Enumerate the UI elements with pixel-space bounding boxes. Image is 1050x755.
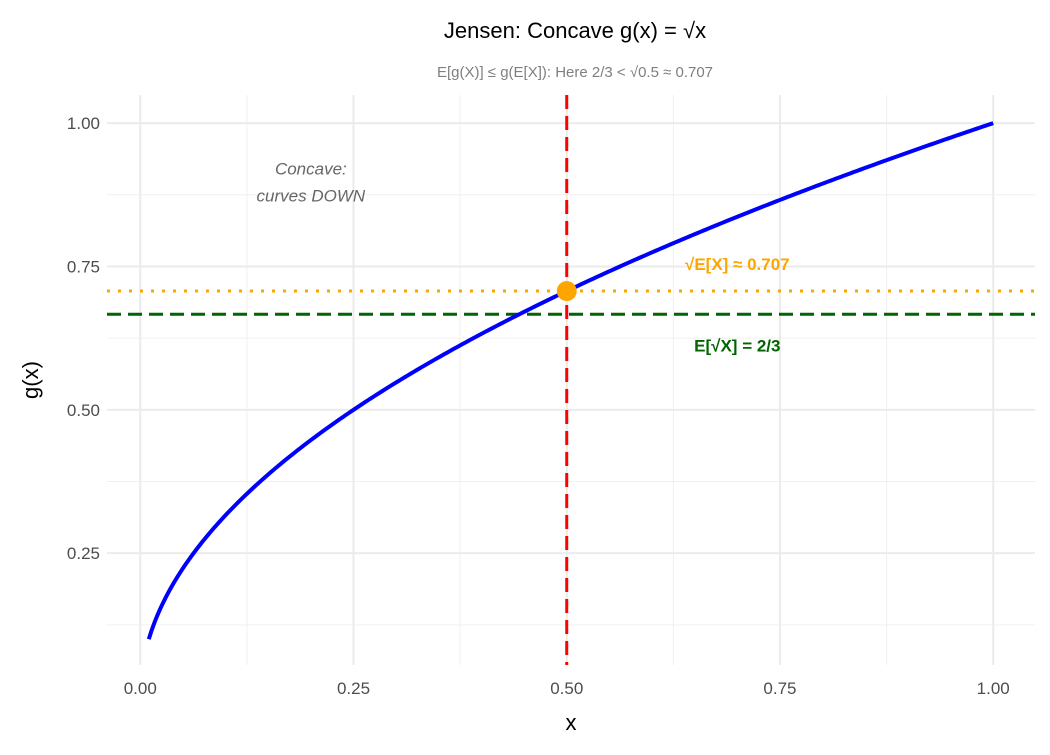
annotation-text: curves DOWN	[257, 186, 366, 205]
annotation-text: √E[X] ≈ 0.707	[685, 255, 790, 274]
y-axis-ticks: 0.25 0.50 0.75 1.00	[67, 114, 100, 563]
y-tick-label: 0.50	[67, 401, 100, 420]
x-tick-label: 0.25	[337, 679, 370, 698]
annotations: Concave: curves DOWN √E[X] ≈ 0.707 E[√X] = …	[257, 159, 790, 355]
y-axis-label: g(x)	[18, 361, 43, 399]
y-tick-label: 0.25	[67, 544, 100, 563]
chart-subtitle: E[g(X)] ≤ g(E[X]): Here 2/3 < √0.5 ≈ 0.7…	[437, 64, 713, 81]
y-tick-label: 1.00	[67, 114, 100, 133]
y-tick-label: 0.75	[67, 257, 100, 276]
chart-marks	[107, 95, 1035, 665]
x-axis-label: x	[566, 710, 577, 735]
x-tick-label: 0.50	[550, 679, 583, 698]
x-tick-label: 0.00	[124, 679, 157, 698]
x-tick-label: 0.75	[763, 679, 796, 698]
x-axis-ticks: 0.00 0.25 0.50 0.75 1.00	[124, 679, 1010, 698]
grid	[107, 95, 1035, 665]
annotation-text: E[√X] = 2/3	[694, 337, 780, 356]
x-tick-label: 1.00	[977, 679, 1010, 698]
annotation-text: Concave:	[275, 159, 347, 178]
chart-title: Jensen: Concave g(x) = √x	[444, 18, 706, 43]
jensen-point	[556, 281, 577, 302]
